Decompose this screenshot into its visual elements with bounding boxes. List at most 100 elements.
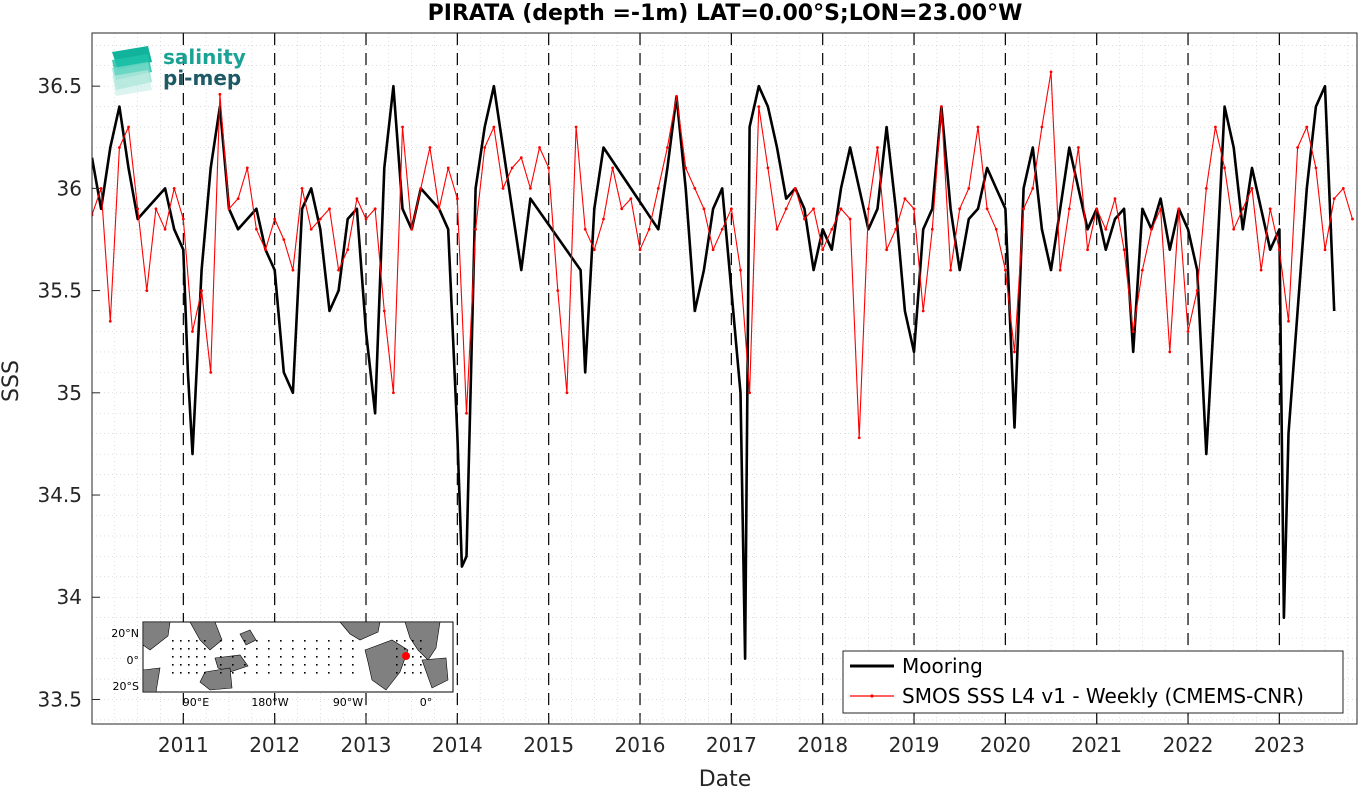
inset-buoy-dot [316,648,318,650]
inset-buoy-dot [232,648,234,650]
smos-data-point [812,207,815,211]
inset-buoy-dot [404,648,406,650]
inset-buoy-dot [232,664,234,666]
inset-buoy-dot [220,672,222,674]
inset-buoy-dot [396,656,398,658]
inset-buoy-dot [232,640,234,642]
inset-buoy-dot [404,672,406,674]
smos-data-point [446,166,450,170]
inset-buoy-dot [268,672,270,674]
smos-data-point [492,125,496,129]
inset-buoy-dot [180,648,182,650]
y-tick-label: 35.5 [37,279,82,303]
smos-data-point [866,207,870,211]
smos-data-point [382,309,386,313]
smos-data-point [172,186,176,190]
inset-buoy-dot [204,640,206,642]
inset-buoy-dot [268,664,270,666]
inset-buoy-dot [280,656,282,658]
inset-buoy-dot [352,648,354,650]
y-tick-label: 33.5 [37,687,82,711]
y-axis-label: SSS [0,360,24,402]
inset-buoy-dot [180,656,182,658]
smos-data-point [1113,197,1117,200]
smos-data-point [1003,268,1007,272]
smos-data-point [1104,227,1108,231]
logo-line-1: salinity [163,45,246,69]
legend: Mooring SMOS SSS L4 v1 - Weekly (CMEMS-C… [842,650,1344,714]
smos-data-point [163,227,167,231]
x-tick-label: 2019 [889,733,940,757]
smos-data-point [1013,350,1016,354]
inset-buoy-dot [316,656,318,658]
smos-data-point [1058,268,1062,272]
inset-buoy-dot [292,656,294,658]
x-tick-label: 2023 [1254,733,1305,757]
inset-buoy-dot [180,664,182,666]
x-tick-label: 2022 [1163,733,1214,757]
smos-data-point [1195,289,1199,292]
smos-data-point [739,268,742,272]
smos-data-point [300,186,304,190]
smos-data-point [428,146,432,149]
smos-data-point [1296,146,1300,149]
inset-buoy-dot [172,640,174,642]
smos-data-point [1040,125,1044,129]
x-axis-ticks: 2011 2012 2013 2014 2015 2016 2017 2018 2019 2020… [158,716,1305,757]
inset-buoy-dot [204,648,206,650]
inset-buoy-dot [220,648,222,650]
smos-data-point [328,207,331,211]
smos-data-point [611,166,615,170]
smos-data-point [1287,319,1290,323]
smos-data-point [949,268,952,272]
smos-data-point [437,207,441,211]
smos-data-point [574,125,578,129]
smos-data-point [538,146,541,149]
smos-data-point [145,289,149,292]
x-tick-label: 2015 [523,733,574,757]
smos-data-point [830,227,834,231]
inset-buoy-dot [292,664,294,666]
smos-data-point [419,186,423,190]
inset-buoy-dot [304,656,306,658]
inset-buoy-dot [352,664,354,666]
smos-data-point [1122,248,1126,252]
inset-buoy-dot [280,648,282,650]
smos-data-point [255,227,258,231]
smos-data-point [273,217,277,221]
inset-buoy-dot [340,640,342,642]
smos-data-point [1214,125,1217,129]
inset-buoy-dot [280,672,282,674]
inset-buoy-dot [340,648,342,650]
inset-buoy-dot [244,648,246,650]
inset-mooring-dots [172,640,422,674]
smos-data-point [592,248,596,252]
y-axis-ticks: 33.5 34 34.5 35 35.5 36 36.5 [37,74,100,711]
smos-data-point [985,207,989,211]
inset-buoy-dot [256,672,258,674]
inset-buoy-dot [188,664,190,666]
smos-data-point [1305,125,1309,129]
inset-buoy-dot [328,648,330,650]
inset-buoy-dot [256,640,258,642]
inset-buoy-dot [180,672,182,674]
mooring-series-line [92,84,1336,660]
inset-buoy-dot [316,640,318,642]
inset-buoy-dot [188,648,190,650]
inset-buoy-dot [256,648,258,650]
y-tick-label: 34.5 [37,483,82,507]
inset-buoy-dot [304,648,306,650]
inset-buoy-dot [328,640,330,642]
smos-data-point [1150,227,1153,231]
inset-map: 20°N 0° 20°S 90°E 180°W 90°W 0° [111,621,454,709]
map-lon-label-2: 180°W [251,696,288,709]
inset-buoy-dot [204,664,206,666]
smos-data-point [647,227,651,231]
smos-data-point [565,391,569,395]
inset-buoy-dot [396,664,398,666]
smos-data-point [1341,186,1345,190]
smos-data-point [894,227,898,231]
smos-data-point [181,217,185,221]
smos-data-point [1168,350,1172,354]
